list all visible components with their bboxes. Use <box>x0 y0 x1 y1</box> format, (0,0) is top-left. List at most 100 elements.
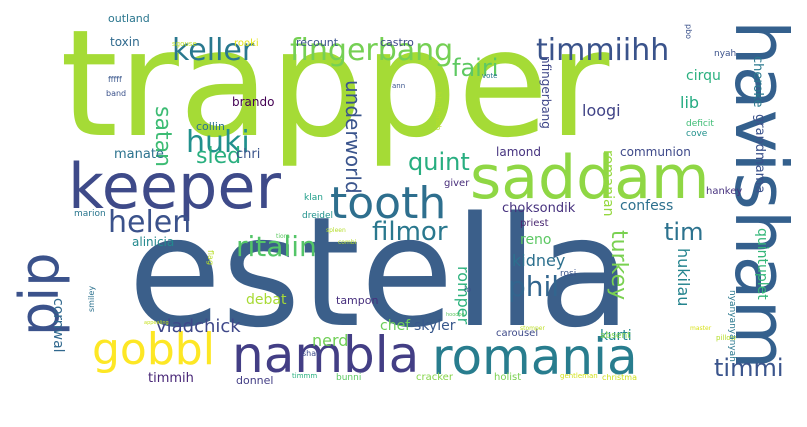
word-combi: combi <box>338 239 357 246</box>
word-spleen: spleen <box>326 227 346 234</box>
word-cove: cove <box>686 129 708 139</box>
word-absent: absent <box>600 331 631 341</box>
word-quint: quint <box>408 148 470 176</box>
word-appealing: appealing <box>144 320 169 326</box>
word-kurti: kurti <box>600 328 632 344</box>
word-outland: outland <box>108 12 150 25</box>
word-alinicia: alinicia <box>132 235 174 249</box>
word-sgouse: sgouse <box>172 40 197 48</box>
word-giver: giver <box>444 178 470 189</box>
word-marion: marion <box>74 209 106 219</box>
word-holist: holist <box>494 372 521 383</box>
word-phil: phil <box>508 270 559 303</box>
word-tooth: tooth <box>330 178 446 229</box>
word-cheroke: cheroke <box>750 56 765 107</box>
word-hoodoo: hoodoo <box>446 312 465 318</box>
word-pbo: pbo <box>684 24 693 39</box>
word-loogi: loogi <box>582 101 621 120</box>
word-grandmama: grandmama <box>752 114 767 193</box>
word-fairi: fairi <box>452 54 498 82</box>
word-debat: debat <box>246 292 287 308</box>
word-cornwal: cornwal <box>50 298 66 353</box>
word-priest: priest <box>520 218 549 229</box>
word-collin: collin <box>196 120 225 133</box>
word-quintuplet: quintuplet <box>754 228 770 300</box>
word-fffff: fffff <box>108 75 122 84</box>
word-nyah: nyah <box>714 49 736 59</box>
word-romanian: romanian <box>600 150 616 216</box>
word-nerd: nerd <box>312 331 348 350</box>
word-ritalin: ritalin <box>236 230 317 263</box>
word-skyler: skyler <box>414 318 456 334</box>
word-vote: vote <box>482 72 497 80</box>
word-timmi: timmi <box>714 354 784 382</box>
word-vladchick: vladchick <box>156 316 241 337</box>
word-kidney: kidney <box>512 251 565 270</box>
word-satan: satan <box>150 106 175 167</box>
word-keeper: keeper <box>68 150 281 223</box>
word-underworld: underworld <box>341 80 365 194</box>
word-fingerbang: fingerbang <box>290 33 453 68</box>
word-christma: christma <box>602 373 637 382</box>
word-hankey: hankey <box>706 186 742 197</box>
word-timmiihh: timmiihh <box>536 33 669 68</box>
word-filmor: filmor <box>372 217 448 247</box>
word-band: band <box>106 89 126 98</box>
word-reno: reno <box>520 232 552 248</box>
word-timmih: timmih <box>148 371 194 386</box>
word-communion: communion <box>620 145 691 159</box>
word-keller: keller <box>172 33 255 68</box>
word-manate: manate <box>114 147 164 162</box>
word-bunni: bunni <box>336 373 361 383</box>
word-rosi: rosi <box>560 269 576 279</box>
word-timmm: timmm <box>292 372 317 380</box>
word-nambla: nambla <box>232 326 419 384</box>
word-deficit: deficit <box>686 119 714 129</box>
word-tampon: tampon <box>336 294 378 307</box>
word-choksondik: choksondik <box>502 201 576 216</box>
word-confess: confess <box>620 198 673 214</box>
word-carousel: carousel <box>496 328 538 339</box>
word-pillow: pillow <box>716 334 737 342</box>
word-nfingerbang: nfingerbang <box>539 56 553 129</box>
word-chri: chri <box>236 147 260 162</box>
word-brando: brando <box>232 95 274 109</box>
word-castro: castro <box>380 36 414 49</box>
word-blacksmith: blacksmith <box>434 92 442 130</box>
word-tim: tim <box>664 218 703 246</box>
word-smiley: smiley <box>87 286 96 312</box>
word-huki: huki <box>186 125 250 160</box>
word-rooki: rooki <box>234 38 259 49</box>
word-saddam: saddam <box>470 143 709 213</box>
word-lib: lib <box>680 93 699 112</box>
word-romania: romania <box>432 328 638 386</box>
word-cracker: cracker <box>416 372 454 383</box>
word-tiora: tiora <box>276 233 290 240</box>
word-toxin: toxin <box>110 35 140 49</box>
word-pip: pip <box>8 252 71 336</box>
word-io: io <box>464 285 471 294</box>
word-stomper: stomper <box>520 325 545 332</box>
word-hukilau: hukilau <box>674 248 693 306</box>
word-ann: ann <box>392 82 405 90</box>
word-havisham: havisham <box>719 20 803 370</box>
word-chef: chef <box>380 318 411 334</box>
word-master: master <box>690 325 712 332</box>
word-trapper: trapper <box>60 0 610 170</box>
word-estella: estella <box>128 184 631 361</box>
word-gobbl: gobbl <box>92 324 215 375</box>
word-helen: helen <box>108 205 191 240</box>
word-flag: flag <box>206 250 215 265</box>
word-gentleman: gentleman <box>560 372 598 380</box>
word-shay: shay <box>302 349 321 358</box>
word-dreidel: dreidel <box>302 211 333 221</box>
word-sled: sled <box>196 144 241 169</box>
word-cirqu: cirqu <box>686 68 721 84</box>
word-klan: klan <box>304 193 323 203</box>
word-donnel: donnel <box>236 374 273 387</box>
word-romper: romper <box>454 266 473 325</box>
word-lamond: lamond <box>496 145 541 159</box>
word-nyanyanyanyah: nyanyanyanyah <box>727 290 737 362</box>
